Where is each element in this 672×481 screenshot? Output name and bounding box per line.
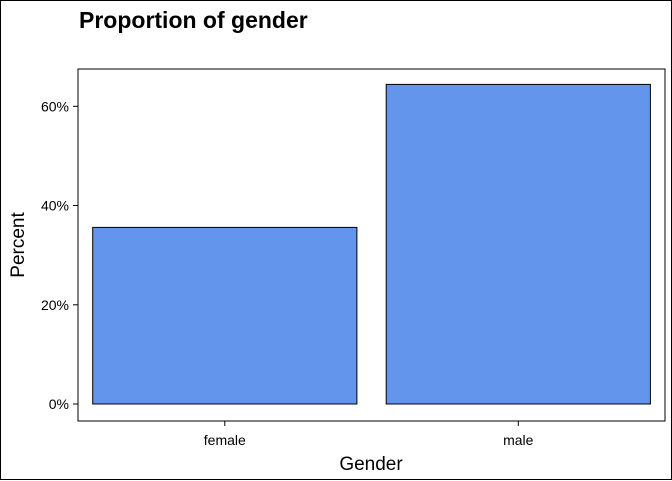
x-tick-label: female: [204, 432, 246, 448]
y-axis: 0% 20% 40% 60%: [41, 98, 78, 412]
y-tick-label: 40%: [41, 198, 69, 214]
bars-layer: [92, 83, 651, 405]
bar-female: [92, 226, 358, 405]
y-axis-title: Percent: [8, 212, 29, 278]
bar-male: [385, 83, 651, 405]
y-tick-label: 0%: [49, 396, 69, 412]
y-tick-label: 20%: [41, 297, 69, 313]
x-axis-title: Gender: [339, 454, 403, 475]
chart-title: Proportion of gender: [79, 7, 308, 33]
x-axis: female male: [204, 421, 534, 448]
y-tick-label: 60%: [41, 98, 69, 114]
x-tick-label: male: [503, 432, 534, 448]
